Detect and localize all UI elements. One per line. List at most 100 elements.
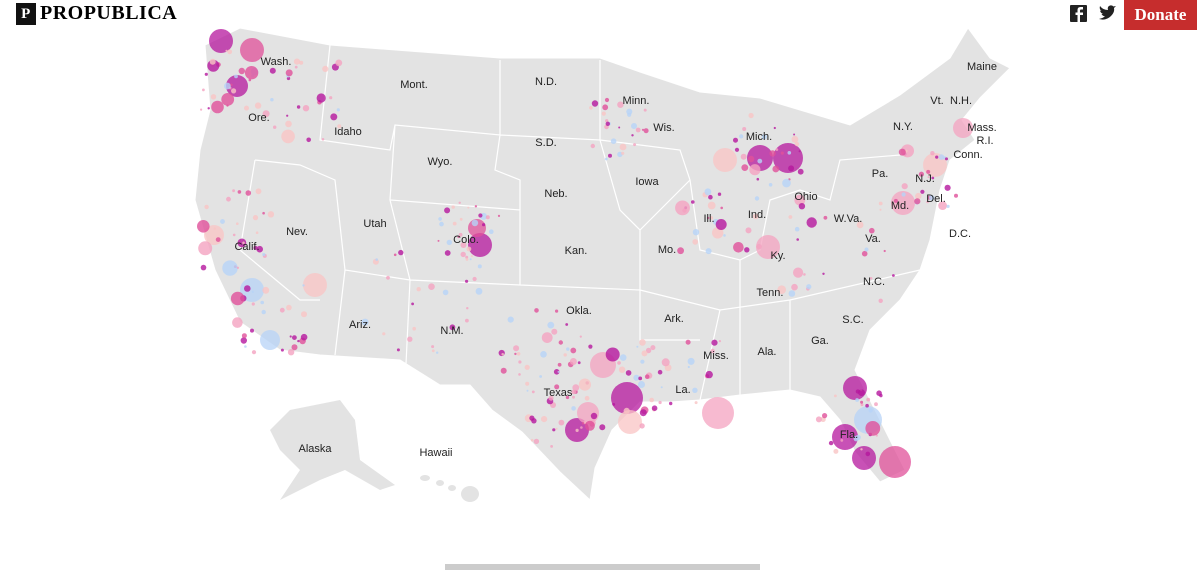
bubble xyxy=(860,448,863,451)
bubble xyxy=(588,344,593,349)
bubble xyxy=(466,307,469,310)
donate-button[interactable]: Donate xyxy=(1124,0,1197,30)
bubble xyxy=(685,339,691,345)
bubble xyxy=(617,101,624,108)
bubble xyxy=(734,147,740,152)
bubble xyxy=(639,409,647,417)
twitter-icon[interactable] xyxy=(1099,5,1116,20)
bubble xyxy=(244,345,247,348)
bubble xyxy=(558,419,565,426)
bubble xyxy=(739,134,744,139)
bubble xyxy=(711,339,718,346)
bubble xyxy=(843,376,867,400)
bubble xyxy=(855,398,859,402)
bubble xyxy=(296,105,301,109)
bubble xyxy=(658,400,662,405)
bubble xyxy=(926,169,931,174)
bubble xyxy=(431,345,435,349)
bubble xyxy=(200,108,203,111)
logo[interactable]: P PROPUBLICA xyxy=(16,2,177,25)
bubble xyxy=(691,200,695,204)
bubble xyxy=(262,253,267,258)
bubble xyxy=(317,99,322,105)
bubble xyxy=(605,119,609,123)
state-label: Ky. xyxy=(770,250,785,262)
bubble xyxy=(852,446,876,470)
bubble xyxy=(638,381,645,388)
scrollbar[interactable] xyxy=(445,564,760,570)
bubble xyxy=(822,413,828,419)
bubble xyxy=(280,348,284,352)
state-label: Ariz. xyxy=(349,319,371,331)
bubble xyxy=(501,353,505,356)
bubble xyxy=(585,381,589,385)
bubble xyxy=(692,387,698,393)
bubble xyxy=(460,242,467,248)
bubble xyxy=(253,245,258,250)
state-label: W.Va. xyxy=(834,213,863,225)
bubble xyxy=(579,335,582,338)
bubble xyxy=(251,302,255,306)
state-label: Pa. xyxy=(872,168,889,180)
logo-text: PROPUBLICA xyxy=(40,2,178,24)
bubble xyxy=(740,153,747,160)
bubble xyxy=(687,357,695,365)
bubble xyxy=(713,148,737,172)
bubble xyxy=(723,234,726,237)
bubble xyxy=(892,274,895,277)
state-label: Wash. xyxy=(261,56,292,68)
bubble xyxy=(787,151,792,155)
bubble xyxy=(768,183,773,187)
bubble xyxy=(633,374,640,381)
bubble xyxy=(467,206,470,209)
bubble xyxy=(231,88,237,94)
bubble xyxy=(303,273,327,297)
bubble xyxy=(210,62,215,67)
bubble xyxy=(820,416,826,422)
bubble xyxy=(590,352,616,378)
bubble xyxy=(590,143,595,149)
hawaii xyxy=(420,475,479,502)
state-label: Mass. xyxy=(967,122,996,134)
bubble xyxy=(777,285,786,295)
bubble xyxy=(480,212,487,220)
bubble xyxy=(621,151,625,155)
bubble xyxy=(788,165,795,172)
bubble xyxy=(534,308,539,313)
bubble xyxy=(705,370,713,379)
bubble xyxy=(879,446,911,478)
alaska xyxy=(270,400,395,500)
bubble xyxy=(336,108,340,112)
bubble xyxy=(638,376,643,381)
bubble xyxy=(291,344,298,351)
bubble xyxy=(554,384,560,390)
bubble xyxy=(232,317,243,328)
bubble xyxy=(237,238,247,248)
bubble xyxy=(822,272,825,275)
bubble xyxy=(457,235,460,239)
bubble xyxy=(225,49,228,52)
bubble xyxy=(224,82,231,90)
bubble xyxy=(627,112,632,117)
state-label: Neb. xyxy=(544,188,567,200)
state-label: Ga. xyxy=(811,335,829,347)
bubble xyxy=(475,287,483,295)
bubble xyxy=(657,369,663,375)
bubble xyxy=(468,233,492,257)
bubble xyxy=(650,345,656,351)
bubble xyxy=(639,339,646,346)
state-label: N.D. xyxy=(535,76,557,88)
bubble xyxy=(526,389,529,392)
bubble xyxy=(604,157,608,161)
bubble xyxy=(459,217,463,221)
bubble xyxy=(577,402,599,424)
bubble xyxy=(876,390,882,397)
bubble xyxy=(553,369,560,375)
bubble xyxy=(382,332,386,336)
bubble xyxy=(645,347,652,354)
bubble xyxy=(868,408,873,413)
bubble xyxy=(832,424,858,450)
bubble xyxy=(591,100,599,107)
bubble xyxy=(938,201,947,211)
bubble xyxy=(915,192,922,200)
